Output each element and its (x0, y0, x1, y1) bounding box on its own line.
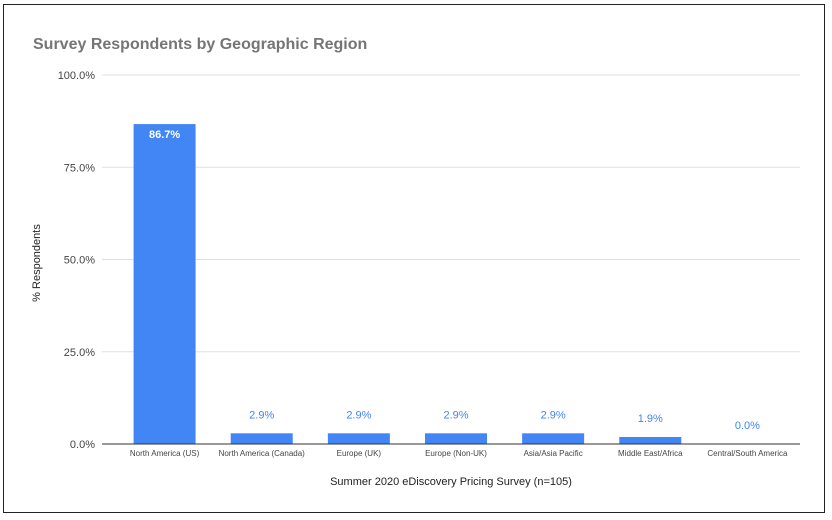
x-tick-label: Central/South America (707, 449, 788, 458)
data-labels: 86.7% 2.9% 2.9% 2.9% 2.9% 1.9% 0.0% (149, 129, 760, 432)
data-label: 2.9% (541, 409, 566, 421)
data-label: 86.7% (149, 129, 180, 141)
category-labels: North America (US) North America (Canada)… (130, 449, 788, 458)
gridlines (102, 74, 800, 353)
bar (327, 433, 390, 444)
x-tick-label: Asia/Asia Pacific (524, 449, 583, 458)
bar (133, 124, 196, 445)
y-tick-label: 50.0% (64, 255, 95, 267)
bar (522, 433, 585, 444)
x-tick-label: Europe (UK) (337, 449, 382, 458)
x-axis-label: Summer 2020 eDiscovery Pricing Survey (n… (330, 476, 572, 488)
data-label: 2.9% (346, 409, 371, 421)
data-label: 1.9% (638, 413, 663, 425)
bar (230, 433, 293, 444)
y-tick-label: 75.0% (64, 162, 95, 174)
y-tick-label: 25.0% (64, 347, 95, 359)
y-tick-label: 0.0% (70, 439, 95, 451)
data-label: 2.9% (249, 409, 274, 421)
x-tick-label: Middle East/Africa (618, 449, 683, 458)
data-label: 0.0% (735, 420, 760, 432)
bars (133, 124, 682, 445)
y-axis-ticks: 0.0% 25.0% 50.0% 75.0% 100.0% (58, 70, 96, 451)
y-axis-label: % Respondents (31, 224, 43, 302)
bar (619, 436, 682, 444)
x-tick-label: North America (Canada) (219, 449, 306, 458)
y-tick-label: 100.0% (58, 70, 96, 82)
bar (425, 433, 487, 444)
data-label: 2.9% (443, 409, 468, 421)
x-tick-label: North America (US) (130, 449, 200, 458)
chart-title: Survey Respondents by Geographic Region (33, 36, 368, 53)
x-tick-label: Europe (Non-UK) (425, 449, 487, 458)
